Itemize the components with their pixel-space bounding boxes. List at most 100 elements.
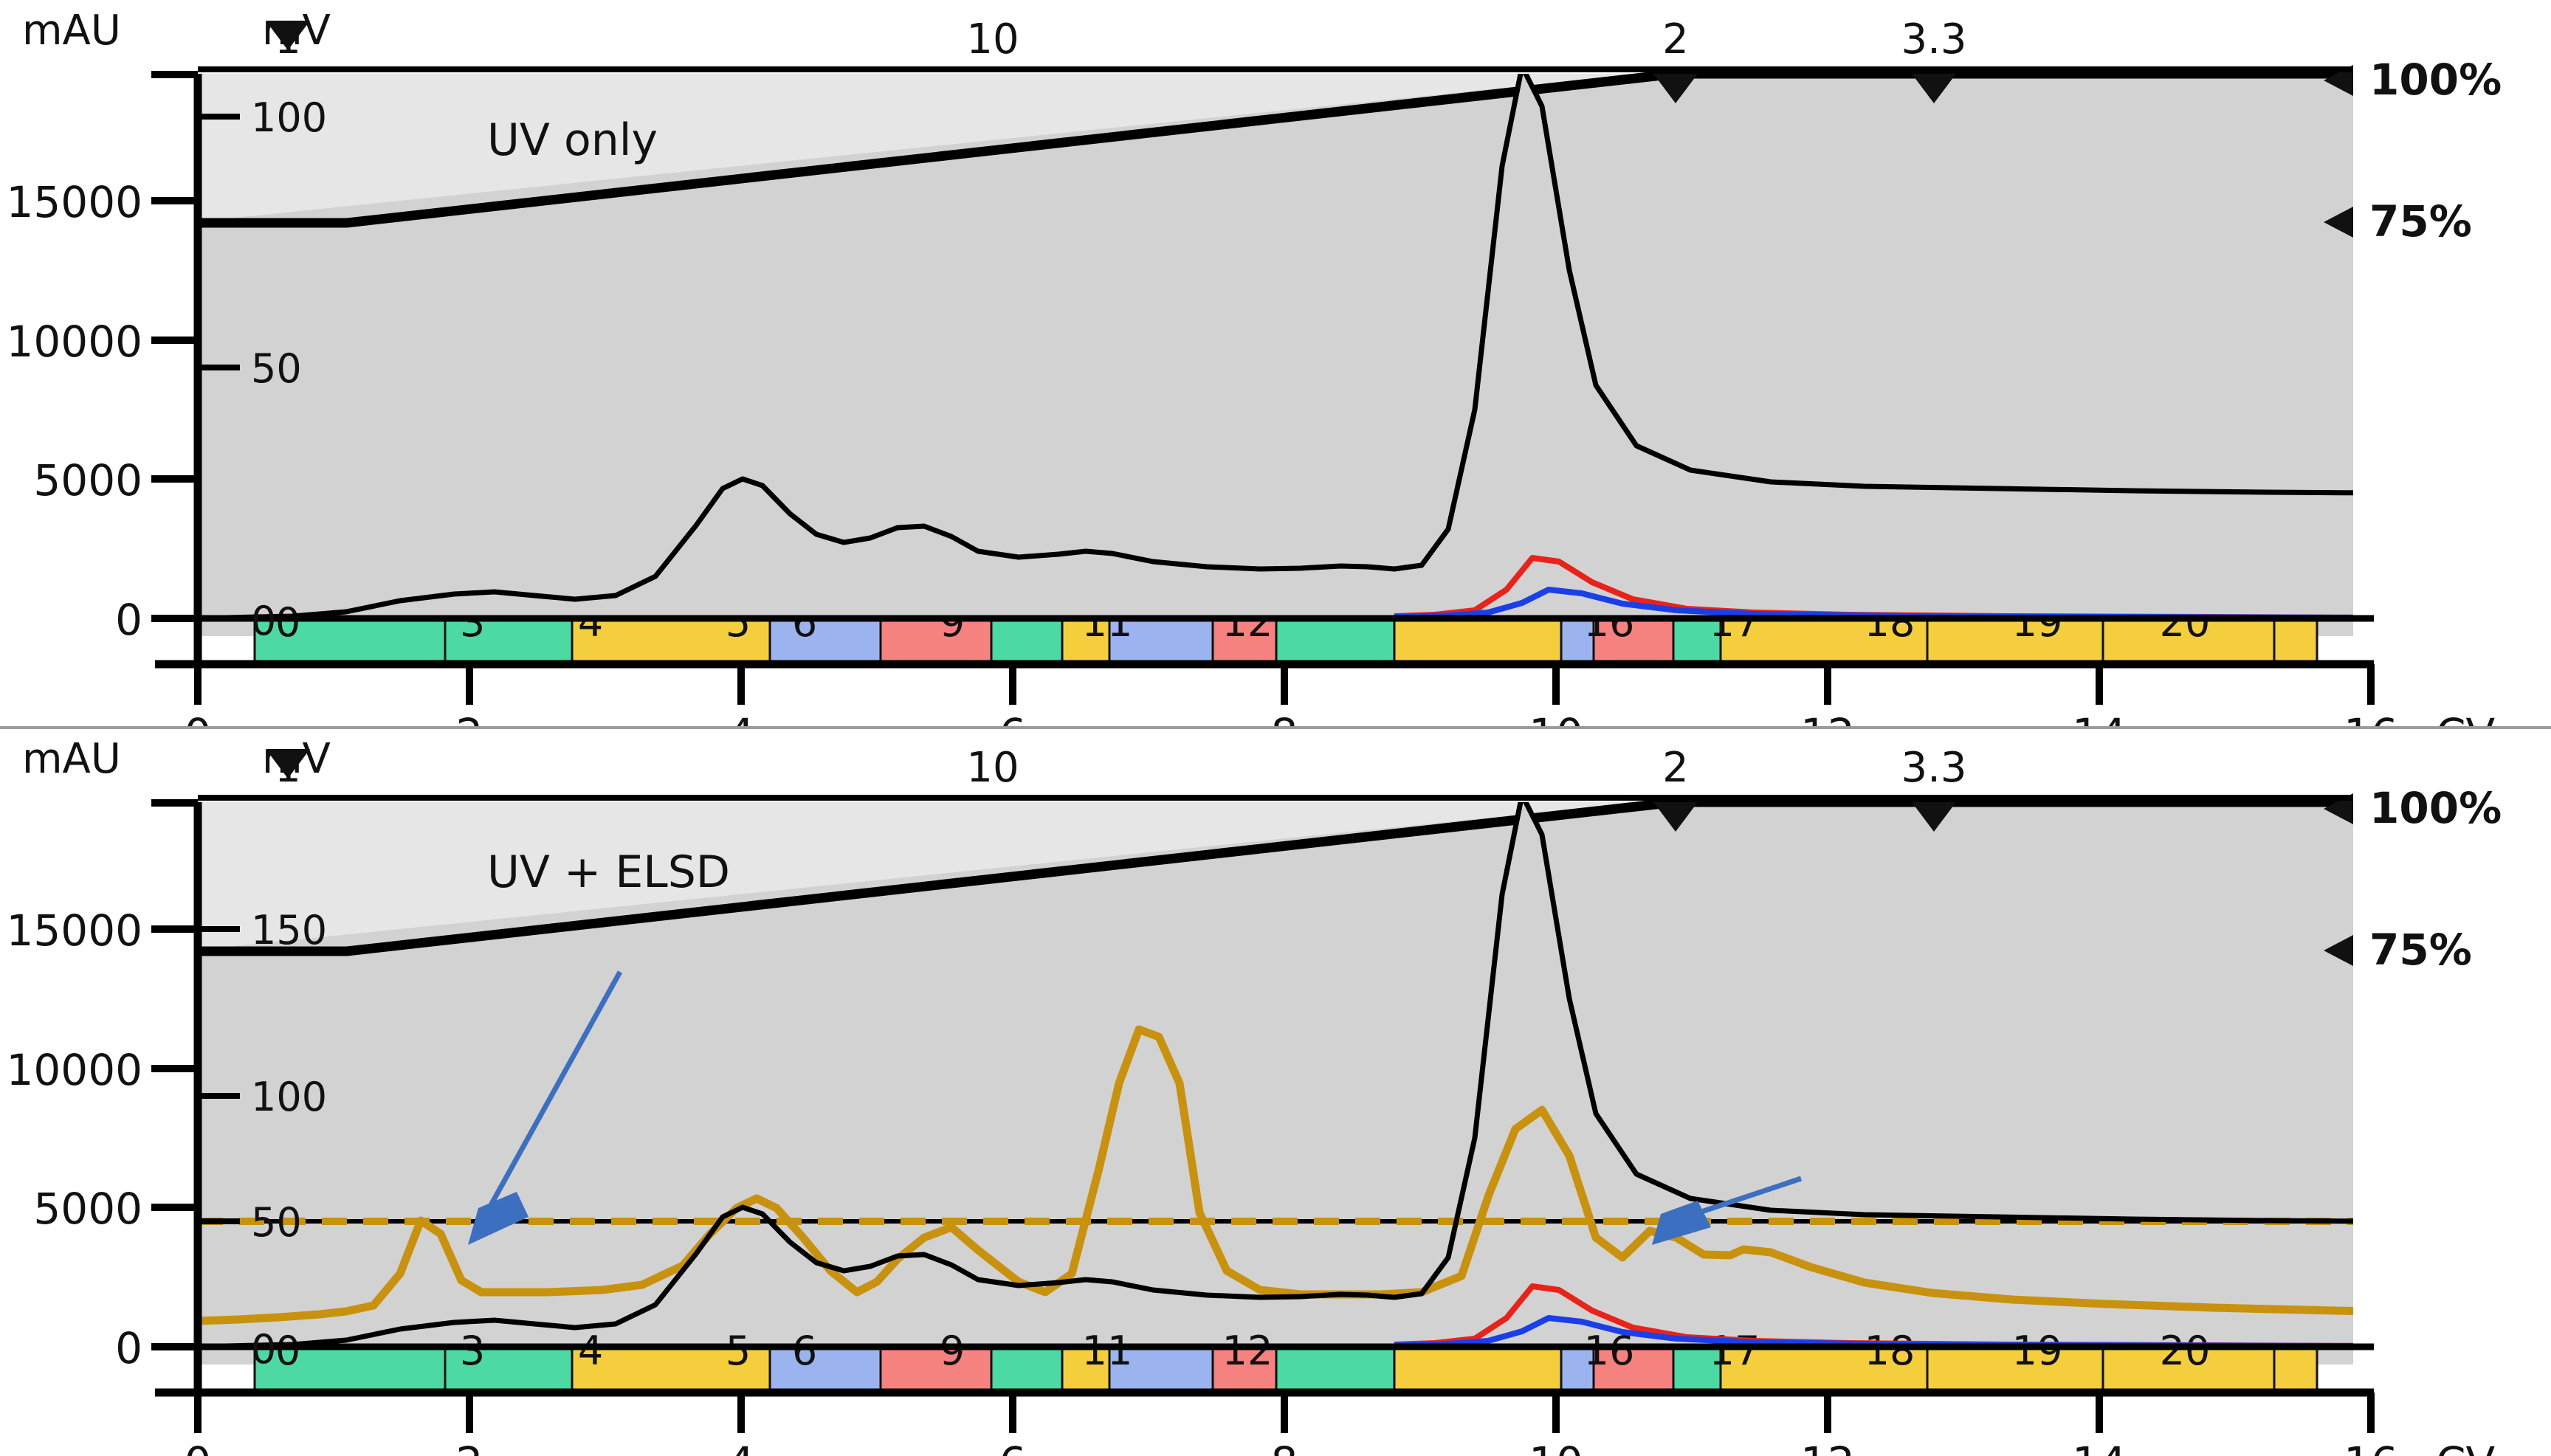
fraction-tube-4[interactable] [768,1345,882,1394]
mv-tick-50: 50 [251,1199,302,1246]
gradient-markers [266,749,2353,966]
fraction-tube-11[interactable] [1393,1345,1563,1394]
uv-only-svg: 10 2 3.3 1 100% 75% [6,7,2502,728]
x-tick-12: 12 [1800,1438,1855,1456]
fraction-label-5: 6 [792,1328,817,1374]
panel-uv-only: 10 2 3.3 1 100% 75% [6,7,2502,728]
fraction-label-2: 3 [460,1328,485,1374]
gradient-line [198,797,2353,956]
fraction-tube-11[interactable] [1393,617,1563,666]
fraction-tube-5[interactable] [879,617,993,666]
gradient-label-3_3: 3.3 [1901,15,1966,63]
uv-trace [198,802,2353,1350]
gradient-marker-1-icon [266,749,310,779]
mau-tick-0: 0 [115,1323,142,1373]
mau-tick-10000: 10000 [6,317,142,367]
fraction-label-17: 18 [1865,1328,1915,1374]
gradient-markers [266,21,2353,238]
x-tick-6: 6 [999,1438,1027,1456]
fraction-tube-14[interactable] [1672,1345,1722,1394]
gradient-marker-75pct-icon [2324,207,2353,238]
gradient-marker-3_3-icon [1912,802,1956,832]
gradient-line [198,69,2353,228]
fraction-tube-6[interactable] [990,1345,1064,1394]
mv-tick-150: 150 [251,907,327,953]
fraction-tube-5[interactable] [879,1345,993,1394]
mv-axis: 0 50 100 [198,94,327,644]
gradient-pct-75: 75% [2369,196,2472,246]
x-tick-14: 14 [2072,1438,2127,1456]
gradient-marker-2-icon [1653,802,1698,832]
fraction-tube-10[interactable] [1275,617,1396,666]
x-tick-8: 8 [1271,1438,1298,1456]
mv-axis: 0 50 100 150 [198,907,327,1373]
gradient-marker-75pct-icon [2324,935,2353,966]
mau-tick-10000: 10000 [6,1045,142,1095]
x-tick-labels: 0 2 4 6 8 10 12 14 16 CV [185,1438,2496,1456]
gradient-upper-region [198,802,2353,950]
panel-annotation-uv-only: UV only [487,114,658,166]
x-tick-labels: 0 2 4 6 8 10 12 14 16 CV [185,709,2496,728]
fraction-band [253,617,2318,666]
gradient-upper-region-2 [198,74,2353,221]
mau-tick-15000: 15000 [6,905,142,956]
x-tick-16: 16 [2344,709,2398,728]
gradient-label-1: 1 [275,744,301,792]
mau-tick-5000: 5000 [33,1184,142,1234]
threshold-arrow-left [468,970,623,1245]
threshold-arrow-right [1652,1176,1803,1245]
mv-axis-label: mV [262,7,331,55]
fraction-label-8: 9 [940,1328,965,1374]
x-ticks [194,1393,2375,1433]
x-tick-12: 12 [1800,709,1855,728]
mv-tick-0: 0 [251,598,276,644]
mau-axis-label: mAU [22,735,121,783]
arrow-shaft [484,970,623,1213]
fraction-label-19: 20 [2160,1328,2211,1374]
x-tick-2: 2 [456,1438,483,1456]
gradient-marker-100pct-icon [2324,793,2353,824]
panel-annotation-uv-elsd: UV + ELSD [487,846,730,898]
fraction-label-16: 17 [1710,1328,1760,1374]
mau-tick-0: 0 [115,595,142,645]
fraction-tube-18[interactable] [2273,617,2318,666]
fraction-label-0: 0 [275,599,300,646]
gradient-marker-100pct-icon [2324,65,2353,96]
gradient-pct-100: 100% [2369,783,2502,833]
mau-axis-label: mAU [22,7,121,55]
fraction-tube-15[interactable] [1719,617,1929,666]
gradient-marker-2-icon [1653,74,1698,103]
fraction-band [253,1345,2318,1394]
fraction-tube-4[interactable] [768,617,882,666]
gradient-pct-100: 100% [2369,55,2502,105]
uv-elsd-svg: 10 2 3.3 1 100% 75% [6,735,2502,1456]
mv-tick-50: 50 [251,345,302,392]
gradient-label-10: 10 [966,744,1019,792]
fraction-label-18: 19 [2012,1328,2063,1374]
fraction-tube-10[interactable] [1275,1345,1396,1394]
gradient-label-2: 2 [1662,15,1689,63]
elsd-trace [198,1025,2353,1325]
fraction-label-11: 12 [1222,1328,1273,1374]
fraction-tube-14[interactable] [1672,617,1722,666]
fraction-tube-6[interactable] [990,617,1064,666]
gradient-label-3_3: 3.3 [1901,744,1966,792]
fraction-tube-16[interactable] [1926,1345,2104,1394]
x-ticks [194,664,2375,705]
mv-axis-label: mV [262,735,331,783]
fraction-tube-9[interactable] [1211,1345,1278,1394]
x-tick-8: 8 [1271,709,1298,728]
x-axis-unit-label: CV [2436,709,2495,728]
x-tick-4: 4 [728,709,755,728]
x-tick-0: 0 [185,1438,212,1456]
fraction-tube-7[interactable] [1061,1345,1111,1394]
gradient-label-1: 1 [275,15,301,63]
uv-trace [198,74,2353,621]
x-tick-2: 2 [456,709,483,728]
arrow-head-icon [468,1192,529,1245]
fraction-tube-18[interactable] [2273,1345,2318,1394]
panel-uv-elsd: 10 2 3.3 1 100% 75% [0,728,2551,1456]
gradient-marker-1-icon [266,21,310,50]
fraction-label-0: 0 [275,1328,300,1374]
